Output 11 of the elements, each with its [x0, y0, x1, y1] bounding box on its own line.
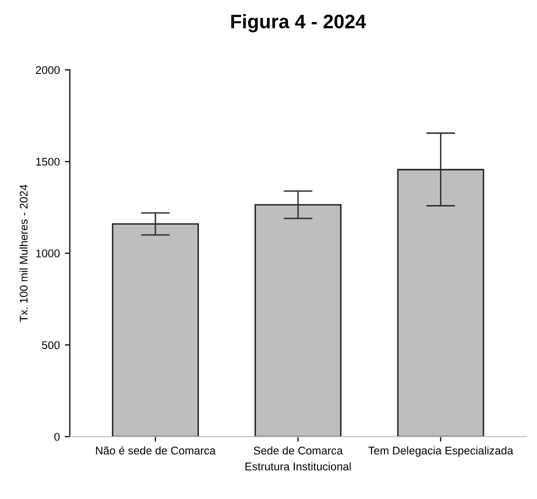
y-tick-label: 0 [54, 432, 60, 441]
y-tick-label: 1000 [36, 250, 60, 258]
chart-title: Figura 4 - 2024 [231, 14, 366, 32]
x-axis-title: Estrutura Institucional [246, 462, 351, 470]
x-tick-label: Tem Delegacia Especializada [368, 446, 514, 457]
x-tick-label: Não é sede de Comarca [96, 446, 216, 455]
y-tick-label: 1500 [36, 158, 60, 166]
y-axis-title: Tx. 100 mil Mulheres - 2024 [19, 184, 28, 322]
y-tick-label: 500 [42, 341, 60, 350]
y-tick-label: 2000 [36, 66, 60, 74]
x-tick-label: Sede de Comarca [254, 446, 343, 455]
